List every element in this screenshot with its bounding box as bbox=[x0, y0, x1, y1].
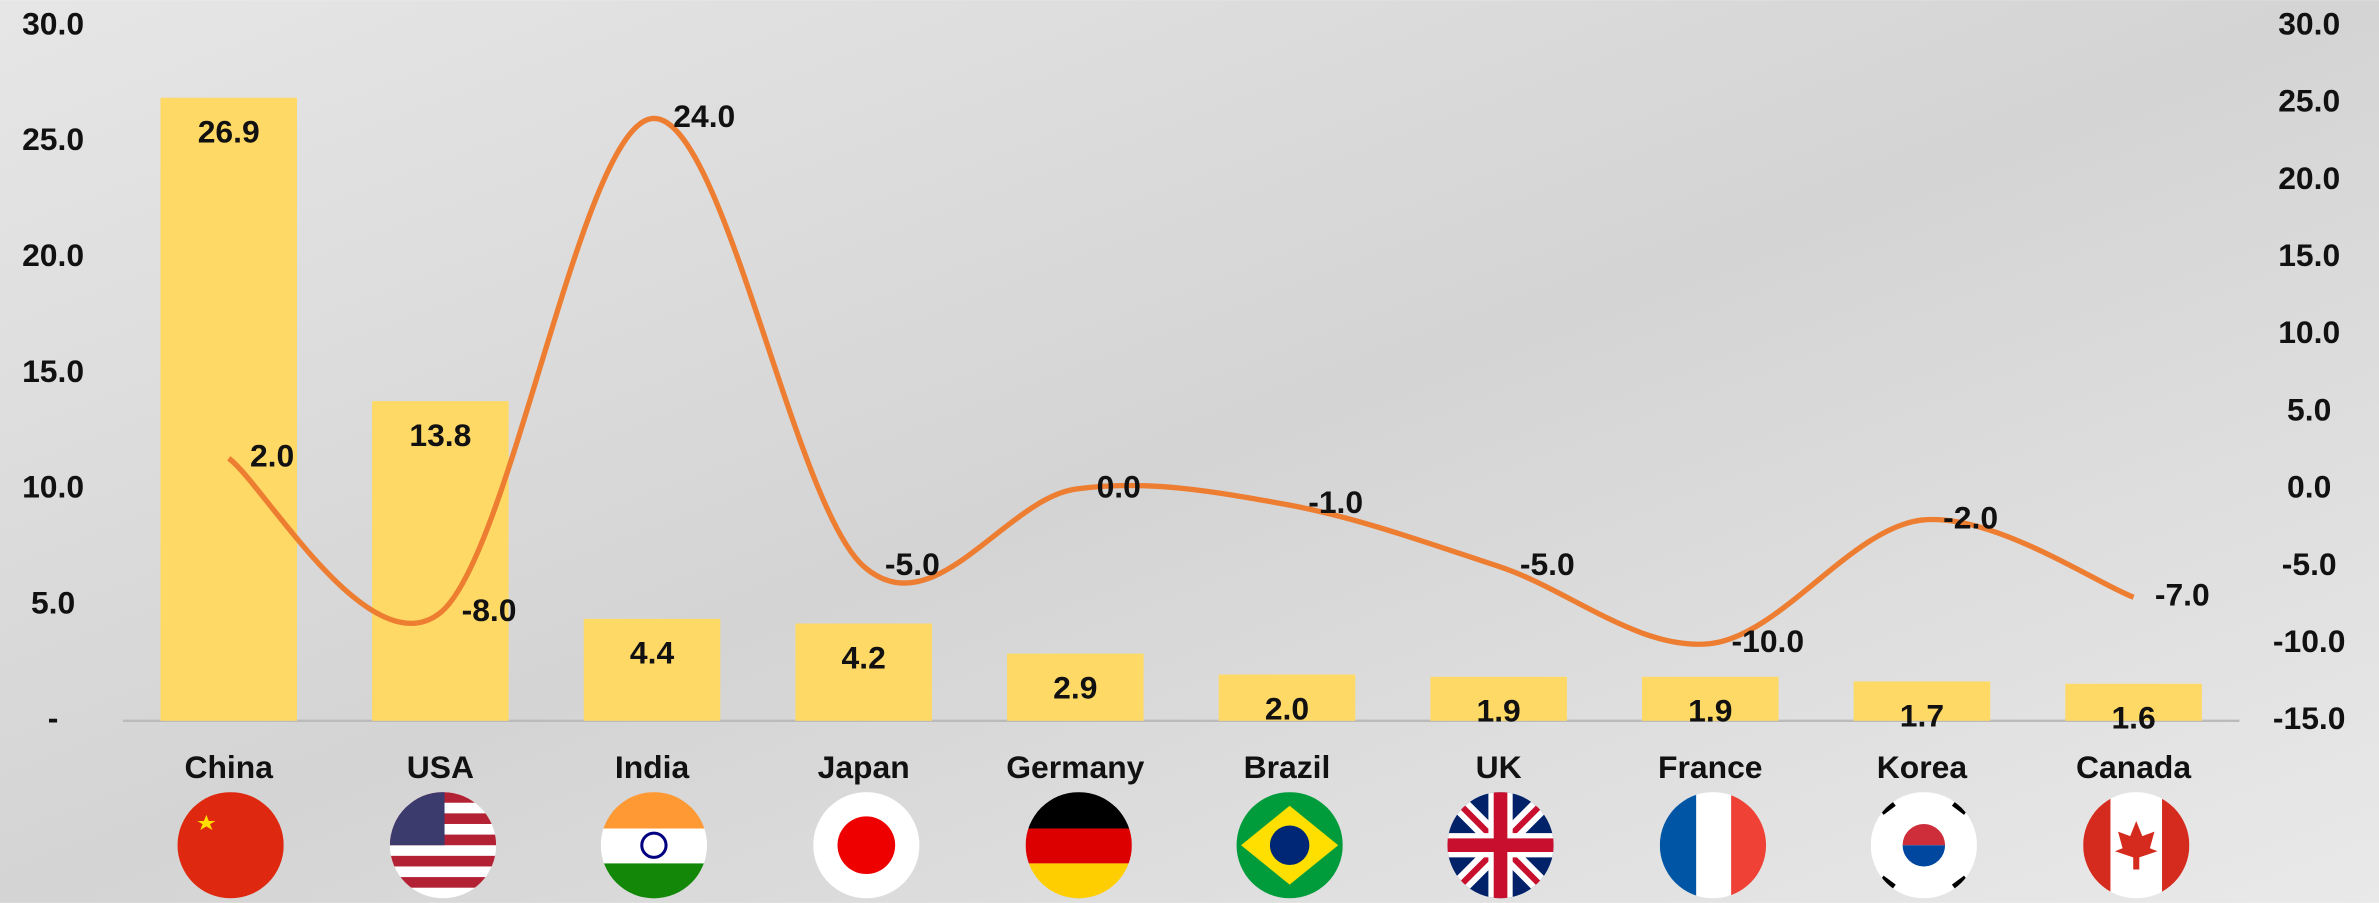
flag-japan bbox=[813, 792, 919, 898]
line-value-label: -8.0 bbox=[462, 592, 517, 628]
line-value-label: -7.0 bbox=[2155, 577, 2210, 613]
bar-value-label: 1.6 bbox=[2111, 700, 2155, 736]
line-value-label: -10.0 bbox=[1732, 623, 1805, 659]
flag-korea bbox=[1871, 792, 1977, 898]
chart: -5.010.015.020.025.030.0-15.0-10.0-5.00.… bbox=[0, 0, 2379, 903]
y2-tick-label: -15.0 bbox=[2273, 700, 2346, 736]
x-tick-label: Brazil bbox=[1244, 749, 1331, 785]
x-tick-label: China bbox=[184, 749, 273, 785]
bar-value-label: 1.7 bbox=[1900, 697, 1944, 733]
y2-tick-label: 0.0 bbox=[2287, 469, 2331, 505]
line-value-label: 2.0 bbox=[250, 438, 294, 474]
bar-value-label: 2.0 bbox=[1265, 690, 1309, 726]
y2-tick-label: -5.0 bbox=[2282, 546, 2337, 582]
y2-tick-label: 25.0 bbox=[2278, 83, 2340, 119]
y-tick-label: - bbox=[48, 700, 59, 736]
flag-canada bbox=[2083, 792, 2189, 898]
y2-tick-label: -10.0 bbox=[2273, 623, 2346, 659]
flag-china bbox=[178, 792, 284, 898]
x-tick-label: USA bbox=[407, 749, 474, 785]
bar bbox=[160, 98, 297, 721]
bar-value-label: 1.9 bbox=[1476, 693, 1520, 729]
y2-tick-label: 10.0 bbox=[2278, 314, 2340, 350]
line-value-label: -1.0 bbox=[1308, 484, 1363, 520]
background bbox=[0, 0, 2379, 903]
y2-tick-label: 5.0 bbox=[2287, 391, 2331, 427]
bar-value-label: 13.8 bbox=[409, 417, 471, 453]
flag-brazil bbox=[1237, 792, 1343, 898]
line-value-label: -5.0 bbox=[885, 546, 940, 582]
x-tick-label: Germany bbox=[1006, 749, 1144, 785]
bar-value-label: 2.9 bbox=[1053, 669, 1097, 705]
bar-value-label: 1.9 bbox=[1688, 693, 1732, 729]
bar-value-label: 4.4 bbox=[630, 635, 675, 671]
x-tick-label: Canada bbox=[2076, 749, 2191, 785]
x-tick-label: Korea bbox=[1877, 749, 1968, 785]
line-value-label: -2.0 bbox=[1943, 499, 1998, 535]
y-tick-label: 25.0 bbox=[22, 121, 84, 157]
flag-usa bbox=[390, 792, 496, 898]
x-tick-label: Japan bbox=[818, 749, 910, 785]
y-tick-label: 20.0 bbox=[22, 237, 84, 273]
y-tick-label: 15.0 bbox=[22, 353, 84, 389]
flag-uk bbox=[1447, 792, 1553, 898]
x-tick-label: France bbox=[1658, 749, 1762, 785]
y2-tick-label: 30.0 bbox=[2278, 5, 2340, 41]
y-tick-label: 10.0 bbox=[22, 469, 84, 505]
line-value-label: -5.0 bbox=[1520, 546, 1575, 582]
y-tick-label: 30.0 bbox=[22, 5, 84, 41]
x-tick-label: India bbox=[615, 749, 690, 785]
y-tick-label: 5.0 bbox=[31, 584, 75, 620]
y2-tick-label: 20.0 bbox=[2278, 160, 2340, 196]
line-value-label: 24.0 bbox=[673, 98, 735, 134]
bar-value-label: 26.9 bbox=[198, 114, 260, 150]
bar-value-label: 4.2 bbox=[842, 639, 886, 675]
y2-tick-label: 15.0 bbox=[2278, 237, 2340, 273]
line-value-label: 0.0 bbox=[1097, 469, 1141, 505]
x-tick-label: UK bbox=[1476, 749, 1522, 785]
